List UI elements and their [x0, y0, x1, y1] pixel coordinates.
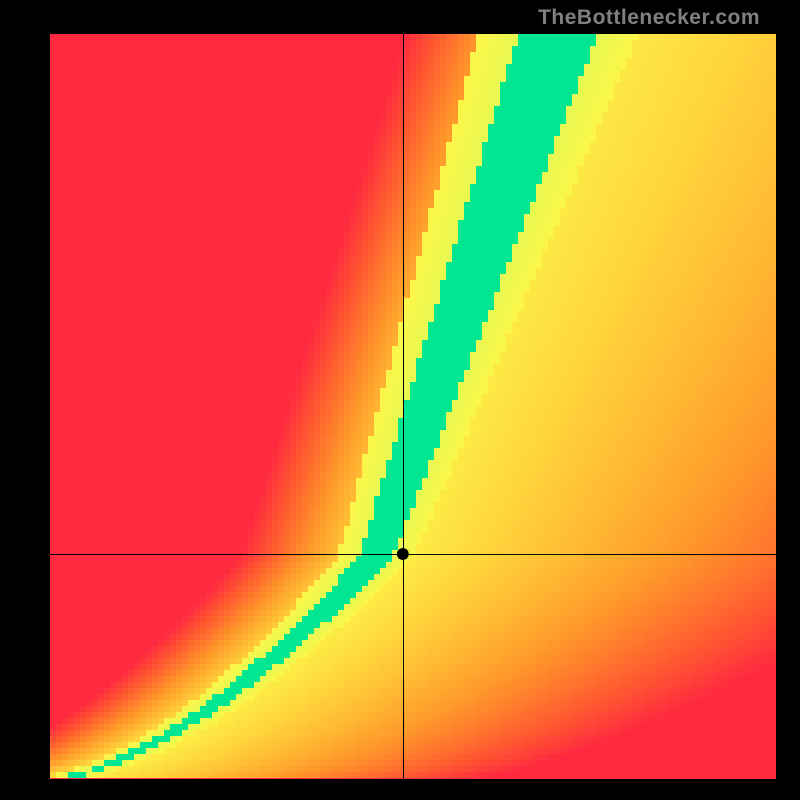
attribution-text: TheBottlenecker.com: [538, 6, 760, 30]
bottleneck-heatmap: [0, 0, 800, 800]
chart-container: { "attribution": { "text": "TheBottlenec…: [0, 0, 800, 800]
